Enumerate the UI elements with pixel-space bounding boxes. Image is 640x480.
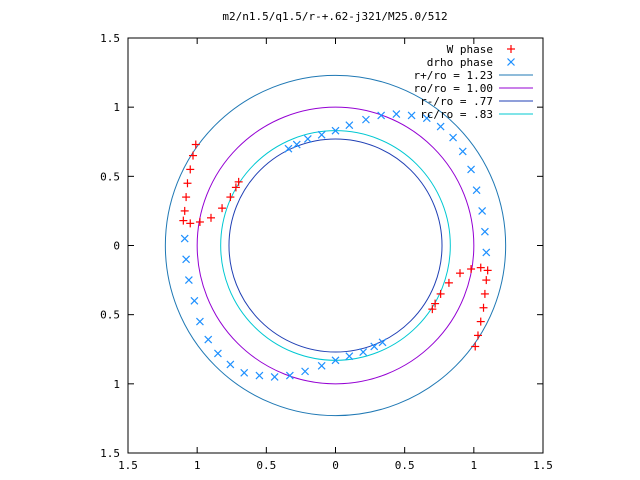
drho-phase-point <box>303 135 312 143</box>
w-phase-point <box>189 151 198 160</box>
legend-swatch-cross <box>507 58 515 66</box>
drho-phase-point <box>184 276 193 285</box>
reference-circle <box>228 138 443 353</box>
w-phase-point <box>456 269 464 278</box>
x-tick-label: 1 <box>471 459 478 472</box>
reference-circle <box>164 74 507 417</box>
drho-phase-point <box>472 186 481 195</box>
drho-phase-point <box>345 121 354 130</box>
legend-label: ro/ro = 1.00 <box>414 82 493 95</box>
drho-phase-point <box>196 317 204 326</box>
w-phase-point <box>431 299 440 308</box>
drho-phase-point <box>226 360 235 369</box>
legend-label: r-/ro = .77 <box>420 95 493 108</box>
w-phase-point <box>183 179 192 188</box>
w-phase-point <box>226 193 235 202</box>
drho-phase-point <box>301 367 309 376</box>
drho-phase-point <box>204 335 213 344</box>
x-tick-label: 1 <box>194 459 201 472</box>
x-tick-label: 1.5 <box>533 459 553 472</box>
w-phase-point <box>428 305 437 314</box>
data-points <box>179 110 492 381</box>
chart-title: m2/n1.5/q1.5/r-+.62-j321/M25.0/512 <box>222 10 447 23</box>
x-tick-label: 1.5 <box>118 459 138 472</box>
drho-phase-point <box>359 348 368 356</box>
x-tick-label: 0.5 <box>256 459 276 472</box>
drho-phase-point <box>436 122 445 131</box>
drho-phase-point <box>467 165 475 174</box>
y-tick-label: 0 <box>113 240 120 253</box>
drho-phase-point <box>392 110 401 119</box>
drho-phase-point <box>285 371 294 380</box>
drho-phase-point <box>482 248 491 257</box>
x-tick-label: 0 <box>332 459 339 472</box>
y-axis: 1.5 1 0.5 0 0.5 1 1.5 <box>100 32 543 460</box>
w-phase-point <box>436 289 445 298</box>
x-tick-label: 0.5 <box>395 459 415 472</box>
drho-phase-point <box>458 147 467 156</box>
w-phase-point <box>480 289 489 298</box>
w-phase-point <box>444 278 453 287</box>
y-tick-label: 1.5 <box>100 447 120 460</box>
w-phase-point <box>482 276 491 285</box>
drho-phase-point <box>362 115 370 124</box>
legend-swatch-plus <box>507 45 515 53</box>
drho-phase-point <box>378 338 387 347</box>
w-phase-point <box>476 263 485 272</box>
w-phase-point <box>467 265 476 274</box>
w-phase-point <box>186 219 195 228</box>
drho-phase-point <box>345 352 354 361</box>
drho-phase-point <box>270 372 279 381</box>
w-phase-point <box>186 165 195 174</box>
y-tick-label: 0.5 <box>100 170 120 183</box>
reference-circle <box>220 130 451 361</box>
drho-phase-point <box>182 255 191 264</box>
x-axis: 1.5 1 0.5 0 0.5 1 1.5 <box>118 38 553 472</box>
w-phase-point <box>179 216 188 225</box>
legend-label: rc/ro = .83 <box>420 108 493 121</box>
w-phase-point <box>476 317 485 326</box>
w-phase-point <box>195 217 204 226</box>
drho-phase-point <box>317 361 326 370</box>
drho-phase-point <box>377 111 386 120</box>
drho-phase-point <box>292 140 301 149</box>
drho-phase-point <box>213 349 222 358</box>
drho-phase-point <box>331 126 340 135</box>
w-phase-point <box>471 342 480 351</box>
w-phase-point <box>191 140 200 149</box>
drho-phase-point <box>284 144 293 153</box>
w-phase-point <box>483 266 492 275</box>
reference-circle <box>196 106 475 385</box>
w-phase-point <box>207 213 215 222</box>
drho-phase-point <box>480 227 489 236</box>
drho-phase-point <box>331 356 340 365</box>
y-tick-label: 0.5 <box>100 309 120 322</box>
drho-phase-point <box>478 206 487 215</box>
drho-phase-point <box>180 234 189 243</box>
drho-phase-point <box>422 114 431 123</box>
legend-label: drho phase <box>427 56 493 69</box>
legend-label: r+/ro = 1.23 <box>414 69 493 82</box>
y-tick-label: 1 <box>113 378 120 391</box>
drho-phase-point <box>449 133 458 142</box>
w-phase-point <box>218 204 227 213</box>
drho-phase-point <box>190 296 199 305</box>
drho-phase-point <box>240 368 249 377</box>
w-phase-point <box>180 206 189 215</box>
w-phase-point <box>473 331 482 340</box>
w-phase-point <box>234 177 243 186</box>
reference-circles <box>164 74 507 417</box>
w-phase-point <box>231 183 240 192</box>
y-tick-label: 1 <box>113 101 120 114</box>
drho-phase-point <box>255 371 264 380</box>
legend-label: W phase <box>447 43 493 56</box>
y-tick-label: 1.5 <box>100 32 120 45</box>
drho-phase-point <box>317 130 326 139</box>
w-phase-point <box>479 303 488 312</box>
drho-phase-point <box>370 342 379 351</box>
drho-phase-point <box>407 111 416 120</box>
w-phase-point <box>182 193 191 202</box>
